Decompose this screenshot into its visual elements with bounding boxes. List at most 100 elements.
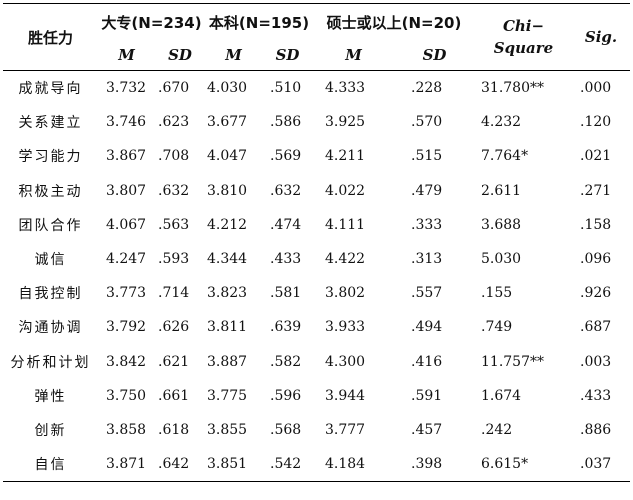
mean-bachelor: 3.811: [207, 319, 248, 336]
sd-master-plus: .557: [411, 285, 443, 302]
sd-master-plus: .479: [411, 182, 443, 199]
sd-header: SD: [155, 40, 205, 71]
significance-value: .158: [580, 216, 612, 233]
significance-value: .003: [580, 353, 612, 370]
competency-name: 团队合作: [18, 217, 83, 234]
chi-square-value: 4.232: [481, 114, 522, 131]
mean-bachelor: 3.887: [207, 353, 248, 370]
significance-value: .000: [580, 80, 612, 97]
mean-bachelor: 4.212: [207, 216, 248, 233]
table-header: 胜任力 大专(N=234) 本科(N=195) 硕士或以上(N=20) Chi−…: [3, 3, 630, 71]
table-body: 成就导向 3.732 .670 4.030 .510 4.333 .228 31.780**.…: [3, 71, 630, 483]
mean-master-plus: 3.777: [325, 421, 366, 438]
competency-name: 成就导向: [18, 81, 83, 98]
mean-master-plus: 4.333: [325, 80, 366, 97]
sd-header: SD: [262, 40, 313, 71]
sd-associate: .593: [158, 251, 190, 268]
mean-associate: 3.867: [106, 148, 147, 165]
competency-name: 关系建立: [18, 115, 83, 132]
mean-bachelor: 3.823: [207, 285, 248, 302]
competency-name: 自我控制: [18, 286, 83, 303]
mean-header: M: [205, 40, 262, 71]
group-header-master-plus: 硕士或以上(N=20): [313, 3, 475, 40]
sd-bachelor: .568: [270, 421, 302, 438]
sd-associate: .708: [158, 148, 190, 165]
competency-education-table: 胜任力 大专(N=234) 本科(N=195) 硕士或以上(N=20) Chi−…: [3, 3, 630, 483]
chi-square-value: 3.688: [481, 216, 522, 233]
sd-master-plus: .313: [411, 251, 443, 268]
header-row-groups: 胜任力 大专(N=234) 本科(N=195) 硕士或以上(N=20) Chi−…: [3, 3, 630, 71]
sd-associate: .563: [158, 216, 190, 233]
table-row: 沟通协调 3.792 .626 3.811 .639 3.933 .494 .749 .687: [3, 310, 630, 344]
group-header-bachelor: 本科(N=195): [205, 3, 313, 40]
significance-header: Sig.: [572, 3, 630, 71]
sd-bachelor: .542: [262, 447, 313, 483]
chi-square-value: 6.615*: [475, 447, 572, 483]
sd-master-plus: .457: [411, 421, 443, 438]
table-row: 分析和计划 3.842 .621 3.887 .582 4.300 .416 11.757**…: [3, 345, 630, 379]
significance-value: .096: [580, 251, 612, 268]
sd-master-plus: .515: [411, 148, 443, 165]
sd-bachelor: .474: [270, 216, 302, 233]
mean-master-plus: 4.022: [325, 182, 366, 199]
sd-master-plus: .416: [411, 353, 443, 370]
significance-value: .120: [580, 114, 612, 131]
group-header-associate: 大专(N=234): [98, 3, 205, 40]
chi-square-value: 11.757**: [481, 353, 544, 370]
table-row: 诚信 4.247 .593 4.344 .433 4.422 .313 5.030 .096: [3, 242, 630, 276]
competency-name: 沟通协调: [18, 320, 83, 337]
chi-square-value: 1.674: [481, 387, 522, 404]
sd-master-plus: .333: [411, 216, 443, 233]
mean-master-plus: 4.211: [325, 148, 366, 165]
chi-square-value: .749: [481, 319, 513, 336]
sd-bachelor: .582: [270, 353, 302, 370]
sd-associate: .623: [158, 114, 190, 131]
table-row: 自信 3.871.642 3.851.542 4.184.398 6.615* .037: [3, 447, 630, 483]
significance-value: .021: [580, 148, 612, 165]
mean-bachelor: 4.344: [207, 251, 248, 268]
table-row: 学习能力 3.867 .708 4.047 .569 4.211 .515 7.764* .02…: [3, 139, 630, 173]
sd-associate: .661: [158, 387, 190, 404]
sd-master-plus: .494: [411, 319, 443, 336]
sd-associate: .632: [158, 182, 190, 199]
table-row: 自我控制 3.773 .714 3.823 .581 3.802 .557 .155 .926: [3, 276, 630, 310]
mean-associate: 3.773: [106, 285, 147, 302]
significance-value: .687: [580, 319, 612, 336]
sd-associate: .618: [158, 421, 190, 438]
mean-associate: 3.858: [106, 421, 147, 438]
mean-master-plus: 4.111: [325, 216, 366, 233]
competency-name: 积极主动: [18, 183, 83, 200]
competency-name: 自信: [3, 447, 98, 483]
chi-square-header-line1: Chi−: [502, 17, 545, 35]
mean-bachelor: 3.855: [207, 421, 248, 438]
mean-associate: 4.247: [106, 251, 147, 268]
mean-associate: 4.067: [106, 216, 147, 233]
competency-name: 诚信: [34, 252, 67, 269]
competency-name: 弹性: [34, 388, 67, 405]
table-row: 积极主动 3.807 .632 3.810 .632 4.022 .479 2.611 .271: [3, 174, 630, 208]
significance-value: .271: [580, 182, 612, 199]
sd-bachelor: .586: [270, 114, 302, 131]
sd-master-plus: .228: [411, 80, 443, 97]
mean-bachelor: 4.030: [207, 80, 248, 97]
sd-associate: .621: [158, 353, 190, 370]
mean-associate: 3.871: [98, 447, 155, 483]
sd-master-plus: .570: [411, 114, 443, 131]
competency-name: 分析和计划: [10, 354, 91, 371]
mean-header: M: [313, 40, 394, 71]
mean-associate: 3.807: [106, 182, 147, 199]
sd-associate: .642: [155, 447, 205, 483]
table-row: 创新 3.858 .618 3.855 .568 3.777 .457 .242 .886: [3, 413, 630, 447]
mean-associate: 3.750: [106, 387, 147, 404]
chi-square-header-line2: Square: [493, 39, 554, 57]
sd-header: SD: [394, 40, 475, 71]
significance-value: .926: [580, 285, 612, 302]
sd-associate: .626: [158, 319, 190, 336]
chi-square-header: Chi− Square: [475, 3, 572, 71]
significance-value: .433: [580, 387, 612, 404]
competency-name: 学习能力: [18, 149, 83, 166]
chi-square-value: .155: [481, 285, 513, 302]
mean-bachelor: 3.677: [207, 114, 248, 131]
sd-master-plus: .591: [411, 387, 443, 404]
mean-master-plus: 3.933: [325, 319, 366, 336]
